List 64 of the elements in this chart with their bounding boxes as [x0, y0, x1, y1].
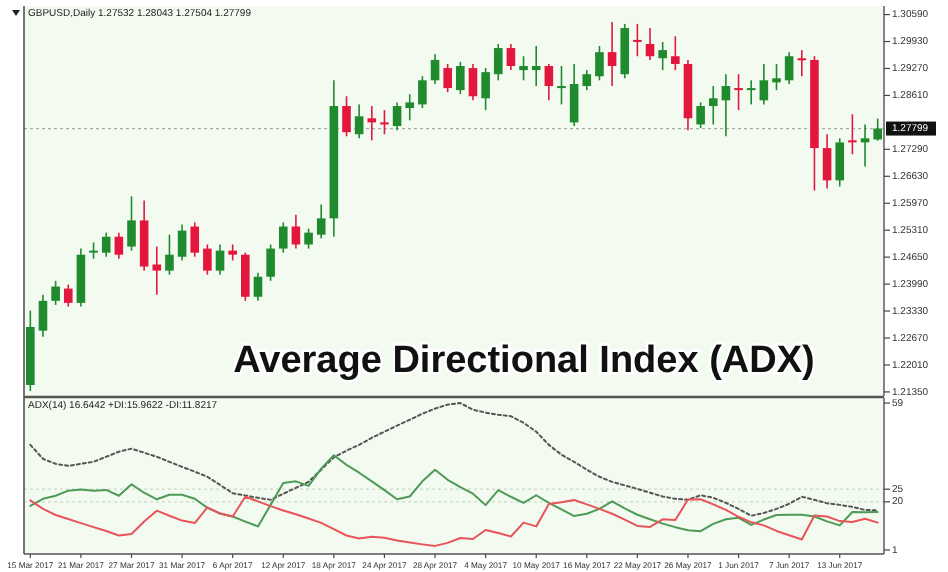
candlestick — [822, 133, 832, 190]
candlestick — [620, 23, 630, 80]
candlestick — [582, 69, 592, 91]
candlestick — [278, 221, 288, 254]
candlestick — [266, 243, 275, 282]
candlestick — [38, 293, 48, 338]
candlestick — [696, 101, 705, 129]
candlestick — [215, 243, 225, 276]
candlestick — [633, 23, 642, 58]
candlestick — [114, 231, 124, 260]
candlestick — [418, 75, 427, 109]
candlestick — [835, 137, 845, 188]
candlestick — [595, 45, 604, 82]
candlestick — [506, 43, 516, 71]
candlestick — [405, 93, 415, 122]
candlestick — [519, 55, 528, 82]
candlestick — [797, 49, 807, 78]
candlestick — [190, 221, 200, 258]
candlestick — [721, 73, 731, 138]
candlestick — [316, 203, 326, 240]
candlestick — [63, 283, 73, 308]
candlestick — [734, 73, 743, 111]
candlestick — [708, 85, 718, 126]
candlestick — [304, 227, 313, 250]
candlestick — [658, 41, 667, 71]
candlestick — [367, 105, 377, 142]
candlestick — [607, 21, 617, 87]
candlestick — [468, 63, 478, 102]
candlestick — [456, 61, 465, 96]
candlestick — [380, 109, 389, 136]
candlestick — [392, 101, 402, 131]
candlestick — [746, 79, 756, 106]
annotation: Average Directional Index (ADX) — [233, 340, 815, 382]
candlestick — [203, 243, 212, 276]
candlestick — [645, 27, 655, 61]
candlestick — [544, 63, 554, 102]
candlestick — [848, 113, 857, 156]
candlestick — [784, 51, 794, 85]
line-series — [29, 495, 879, 547]
candlestick — [342, 95, 351, 138]
candlestick — [772, 63, 781, 91]
candlestick — [253, 271, 263, 302]
candlestick — [759, 63, 769, 106]
candlestick — [241, 251, 250, 302]
candlestick — [860, 123, 870, 168]
candlestick — [531, 45, 541, 87]
candlestick — [101, 231, 111, 258]
candlestick — [481, 67, 490, 111]
candlestick — [165, 233, 174, 276]
candlestick — [177, 223, 187, 262]
candlestick — [443, 63, 452, 93]
candlestick — [127, 195, 136, 252]
candlestick — [671, 35, 680, 71]
candlestick — [569, 63, 579, 127]
line-series — [29, 402, 879, 517]
candlestick — [557, 65, 566, 106]
candlestick — [152, 245, 162, 296]
candlestick — [139, 199, 149, 272]
candlestick — [493, 43, 503, 82]
line-series — [29, 454, 879, 533]
candlestick — [51, 280, 60, 306]
candlestick — [354, 103, 364, 140]
candlestick — [430, 53, 440, 85]
candlestick — [873, 117, 882, 142]
